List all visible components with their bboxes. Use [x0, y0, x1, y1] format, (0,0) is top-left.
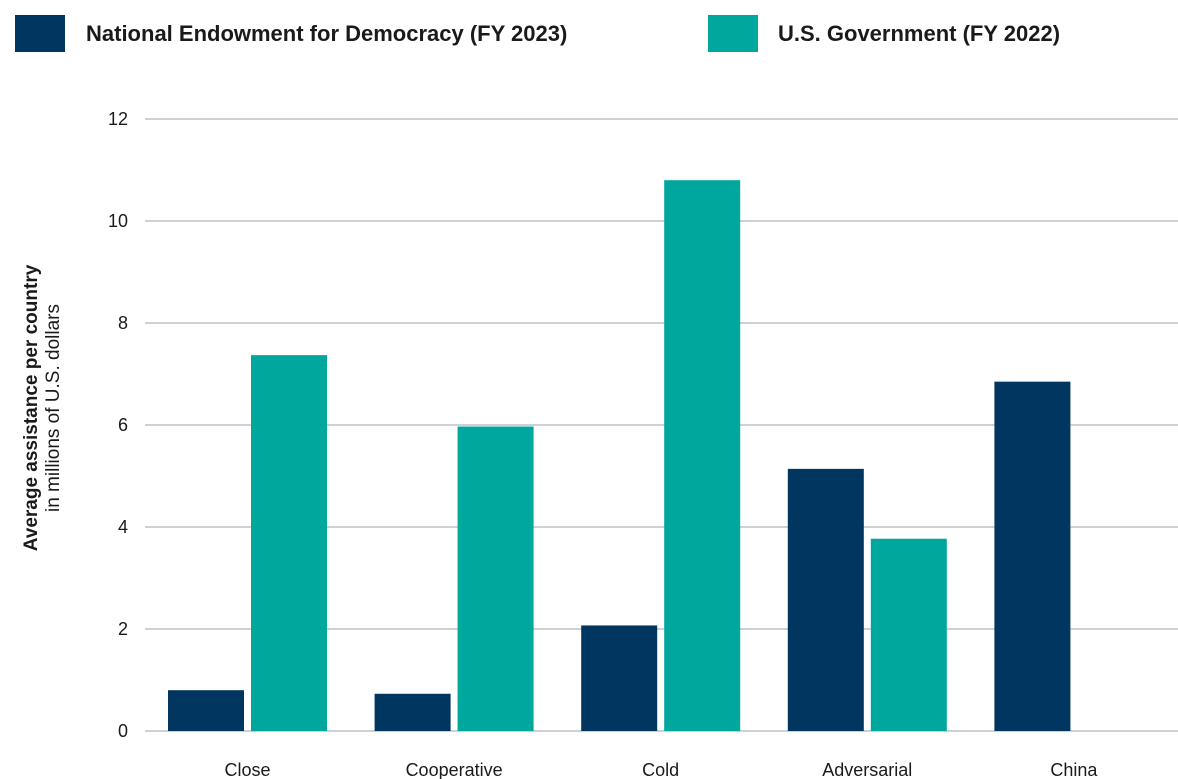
bar-close-series-0	[168, 690, 244, 731]
legend-swatch-ned	[15, 15, 65, 52]
legend-item-usg: U.S. Government (FY 2022)	[708, 15, 1060, 52]
x-tick-label: Cooperative	[406, 760, 503, 779]
bar-adversarial-series-1	[870, 538, 947, 731]
bar-china-series-0	[994, 381, 1071, 731]
bar-cold-series-0	[581, 625, 658, 731]
bar-close-series-1	[251, 355, 327, 731]
y-tick-label: 10	[108, 211, 128, 231]
y-tick-label: 8	[118, 313, 128, 333]
y-tick-label: 4	[118, 517, 128, 537]
y-tick-label: 12	[108, 109, 128, 129]
legend-item-ned: National Endowment for Democracy (FY 202…	[15, 15, 567, 52]
x-tick-label: Adversarial	[822, 760, 912, 779]
bar-adversarial-series-0	[787, 468, 864, 731]
y-axis-title: Average assistance per country	[21, 264, 42, 551]
x-tick-label: China	[1050, 760, 1098, 779]
bar-cooperative-series-1	[457, 426, 534, 731]
y-tick-label: 0	[118, 721, 128, 741]
y-axis-label: Average assistance per country in millio…	[21, 264, 64, 551]
y-axis-subtitle: in millions of U.S. dollars	[43, 304, 64, 512]
y-axis-ticks: 0 2 4 6 8 10 12	[108, 109, 128, 741]
x-tick-label: Close	[224, 760, 270, 779]
legend-label-ned: National Endowment for Democracy (FY 202…	[86, 21, 567, 46]
legend: National Endowment for Democracy (FY 202…	[15, 15, 1060, 52]
bar-cooperative-series-0	[374, 693, 451, 731]
bar-cold-series-1	[664, 180, 741, 731]
bars	[168, 180, 1071, 731]
x-axis-ticks: Close Cooperative Cold Adversarial China	[224, 760, 1098, 779]
legend-swatch-usg	[708, 15, 758, 52]
x-tick-label: Cold	[642, 760, 679, 779]
legend-label-usg: U.S. Government (FY 2022)	[778, 21, 1060, 46]
y-tick-label: 2	[118, 619, 128, 639]
y-tick-label: 6	[118, 415, 128, 435]
